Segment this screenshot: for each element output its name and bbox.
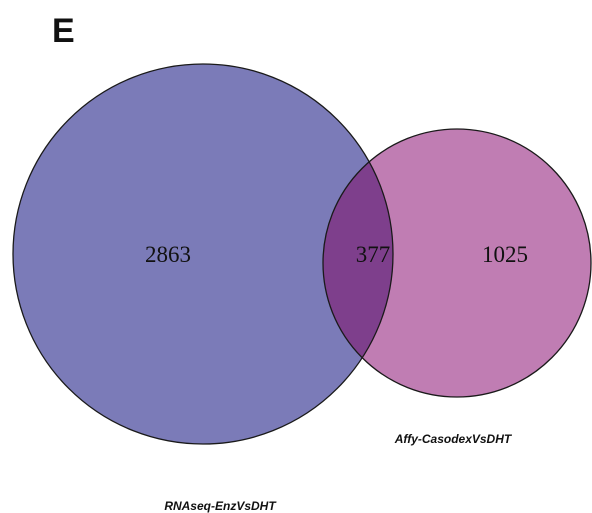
set-b-outline <box>322 128 592 398</box>
set-b-circle <box>323 129 591 397</box>
set-a-label: RNAseq-EnzVsDHT <box>164 499 277 513</box>
set-b-unique-count: 1025 <box>482 242 528 267</box>
set-a-circle <box>13 64 393 444</box>
set-a-unique-count: 2863 <box>145 242 191 267</box>
set-b-label: Affy-CasodexVsDHT <box>394 432 513 446</box>
panel-label: E <box>52 12 75 50</box>
intersection-count: 377 <box>356 242 391 267</box>
set-a-outline <box>12 63 394 445</box>
